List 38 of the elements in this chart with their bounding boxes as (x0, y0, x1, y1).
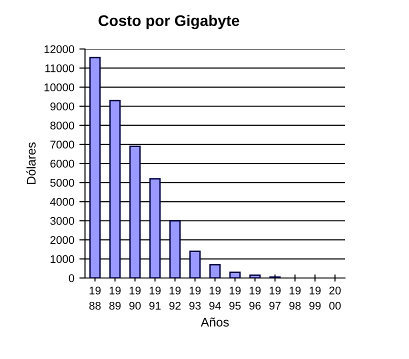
y-tick-label: 11000 (45, 64, 74, 72)
y-tick-label: 4000 (50, 198, 74, 206)
y-tick-label: 1000 (50, 255, 74, 264)
y-tick-label: 9000 (50, 102, 74, 110)
x-tick-label: 20 00 (329, 286, 341, 310)
bar (229, 272, 241, 278)
x-axis-title: Años (200, 318, 229, 327)
chart-title: Costo por Gigabyte (98, 14, 240, 30)
bar (89, 56, 101, 278)
y-tick-label: 5000 (50, 178, 74, 187)
bar (109, 100, 121, 278)
y-tick-label: 3000 (50, 217, 74, 225)
y-tick-label: 12000 (44, 45, 74, 54)
bar (149, 178, 161, 278)
bar (169, 220, 181, 278)
y-tick-label: 0 (68, 274, 74, 282)
x-tick-label: 19 99 (309, 286, 321, 310)
y-tick-label: 7000 (50, 140, 74, 149)
x-tick-label: 19 98 (289, 286, 301, 310)
x-tick-label: 19 89 (109, 286, 121, 310)
y-tick-label: 8000 (50, 122, 74, 130)
bar (249, 274, 261, 278)
bar (189, 250, 201, 278)
x-tick-label: 19 95 (229, 286, 241, 310)
x-tick-label: 19 97 (269, 286, 281, 310)
x-tick-label: 19 92 (169, 286, 181, 310)
x-tick-label: 19 94 (209, 286, 221, 310)
y-axis-title: Dólares (26, 142, 36, 184)
y-tick-label: 10000 (44, 83, 74, 92)
bar (209, 264, 221, 278)
x-tick-label: 19 96 (249, 286, 261, 310)
x-tick-label: 19 93 (189, 286, 201, 310)
bar (129, 146, 141, 278)
x-tick-label: 19 88 (89, 286, 101, 310)
y-tick-label: 6000 (50, 160, 74, 168)
x-tick-label: 19 90 (129, 286, 141, 310)
y-tick-label: 2000 (50, 236, 74, 244)
x-tick-label: 19 91 (149, 286, 161, 310)
